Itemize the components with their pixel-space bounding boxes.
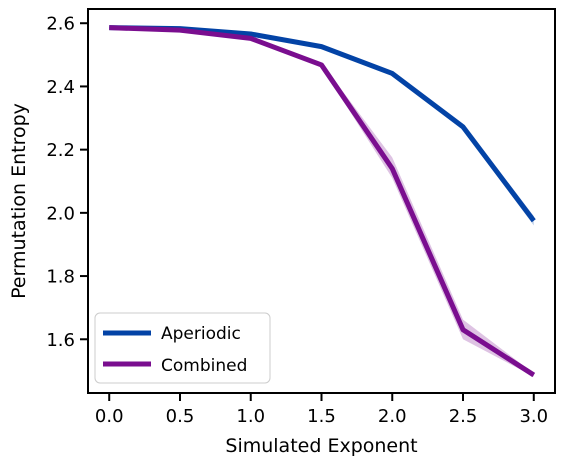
legend-label-aperiodic: Aperiodic — [161, 324, 241, 344]
series-lines — [109, 25, 536, 378]
x-tick-label: 2.0 — [378, 406, 407, 427]
y-tick-label: 2.4 — [46, 77, 75, 98]
x-tick-label: 0.5 — [166, 406, 195, 427]
confidence-bands — [109, 27, 534, 377]
x-axis-label: Simulated Exponent — [225, 435, 417, 457]
y-tick-label: 2.2 — [46, 140, 75, 161]
ci-band-aperiodic — [109, 27, 534, 226]
x-tick-label: 0.0 — [95, 406, 124, 427]
x-tick-label: 1.0 — [236, 406, 265, 427]
y-tick-label: 1.8 — [46, 267, 75, 288]
legend: Aperiodic Combined — [94, 312, 271, 384]
ci-band-combined — [109, 27, 534, 377]
x-tick-label: 3.0 — [519, 406, 548, 427]
y-axis-label: Permutation Entropy — [8, 103, 30, 299]
y-axis-ticks: 1.6 1.8 2.0 2.2 2.4 2.6 — [46, 14, 88, 351]
x-tick-label: 2.5 — [449, 406, 478, 427]
x-axis-ticks: 0.0 0.5 1.0 1.5 2.0 2.5 3.0 — [95, 393, 548, 427]
legend-label-combined: Combined — [161, 356, 247, 376]
x-tick-label: 1.5 — [307, 406, 336, 427]
y-tick-label: 2.6 — [46, 14, 75, 35]
y-tick-label: 1.6 — [46, 330, 75, 351]
series-line-aperiodic — [109, 25, 536, 223]
y-tick-label: 2.0 — [46, 203, 75, 224]
